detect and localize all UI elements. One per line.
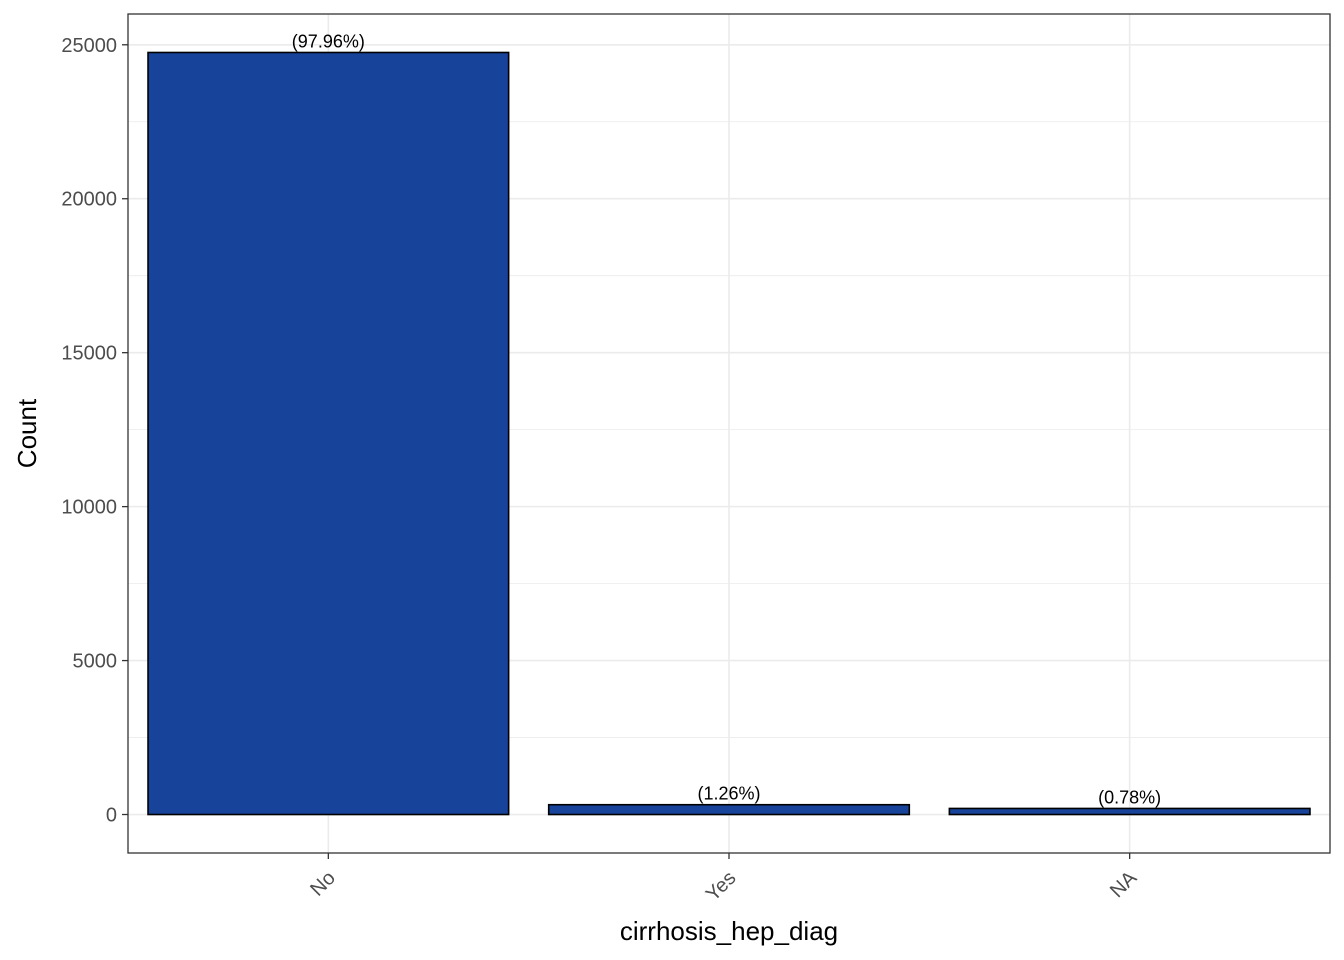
- bar-na: [948, 807, 1311, 816]
- y-tick-label: 5000: [73, 651, 118, 673]
- bar-yes: [547, 803, 911, 816]
- y-tick-label: 25000: [61, 35, 117, 57]
- y-tick-label: 20000: [61, 189, 117, 211]
- x-tick-label: NA: [1106, 867, 1142, 903]
- data-label-no: (97.96%): [292, 31, 365, 51]
- data-label-na: (0.78%): [1098, 787, 1161, 807]
- data-labels: (97.96%) (1.26%) (0.78%): [292, 31, 1161, 807]
- y-tick-label: 0: [106, 805, 117, 827]
- x-axis-title: cirrhosis_hep_diag: [620, 916, 838, 946]
- bar-no: [147, 51, 510, 816]
- bars: [147, 51, 1311, 816]
- y-axis-title: Count: [12, 398, 42, 468]
- data-label-yes: (1.26%): [697, 784, 760, 804]
- x-tick-label: No: [306, 867, 340, 901]
- y-axis: 0 5000 10000 15000 20000 25000: [61, 35, 128, 827]
- y-tick-label: 10000: [61, 497, 117, 519]
- x-tick-label: Yes: [702, 867, 741, 906]
- y-tick-label: 15000: [61, 343, 117, 365]
- x-axis: No Yes NA: [306, 853, 1142, 906]
